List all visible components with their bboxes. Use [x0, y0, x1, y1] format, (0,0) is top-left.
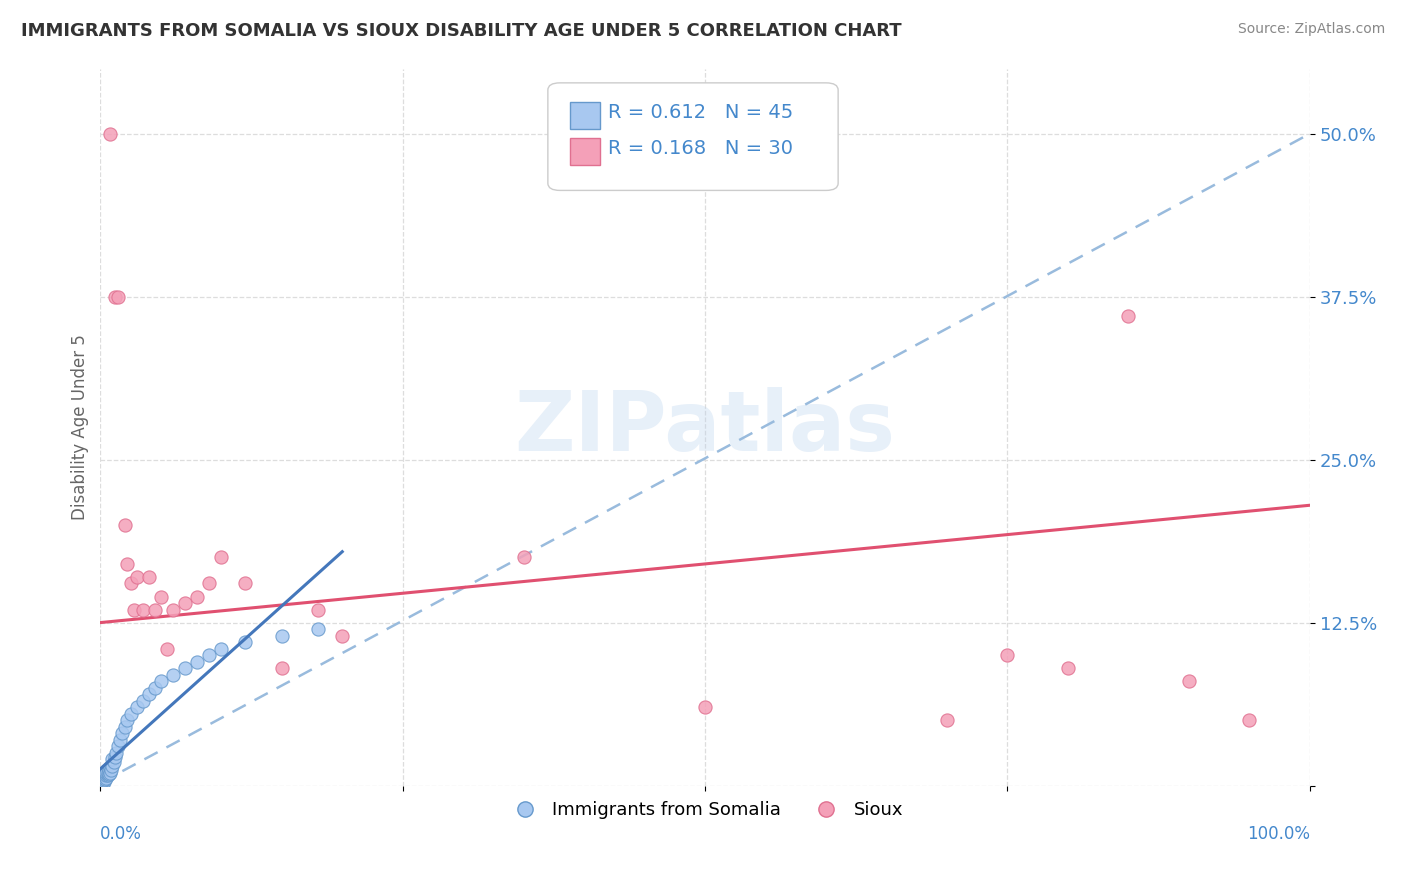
Point [307, 622, 329, 636]
Point [96, 771, 118, 785]
Point [1118, 310, 1140, 324]
Legend: Immigrants from Somalia, Sioux: Immigrants from Somalia, Sioux [501, 794, 910, 827]
Text: IMMIGRANTS FROM SOMALIA VS SIOUX DISABILITY AGE UNDER 5 CORRELATION CHART: IMMIGRANTS FROM SOMALIA VS SIOUX DISABIL… [21, 22, 901, 40]
Point [96, 768, 118, 782]
Point [120, 576, 142, 591]
Point [125, 700, 148, 714]
Point [114, 720, 136, 734]
Point [270, 629, 292, 643]
Point [90, 776, 112, 790]
Point [1057, 661, 1080, 675]
Point [101, 752, 124, 766]
Point [107, 290, 129, 304]
Text: R = 0.168   N = 30: R = 0.168 N = 30 [609, 139, 793, 158]
Point [103, 755, 125, 769]
Text: R = 0.612   N = 45: R = 0.612 N = 45 [609, 103, 793, 122]
Point [143, 681, 166, 695]
Point [330, 629, 353, 643]
Point [131, 694, 153, 708]
Point [114, 517, 136, 532]
Point [96, 765, 118, 780]
Text: Source: ZipAtlas.com: Source: ZipAtlas.com [1237, 22, 1385, 37]
Point [936, 714, 959, 728]
Point [149, 674, 172, 689]
Point [209, 641, 232, 656]
Point [270, 661, 292, 675]
Point [104, 290, 127, 304]
Point [512, 550, 534, 565]
Point [1239, 714, 1261, 728]
Point [198, 648, 221, 663]
Point [1178, 674, 1201, 689]
Point [235, 635, 257, 649]
Point [97, 767, 120, 781]
Point [307, 602, 329, 616]
Point [91, 773, 114, 788]
Point [162, 602, 184, 616]
FancyBboxPatch shape [569, 103, 600, 129]
Point [101, 759, 124, 773]
Point [122, 602, 145, 616]
FancyBboxPatch shape [548, 83, 838, 190]
Point [93, 773, 115, 788]
Point [100, 763, 122, 777]
Point [107, 739, 129, 754]
Point [111, 726, 134, 740]
Text: 100.0%: 100.0% [1247, 825, 1310, 843]
Point [198, 576, 221, 591]
Point [174, 661, 197, 675]
Point [115, 557, 138, 571]
Point [235, 576, 257, 591]
Point [94, 772, 117, 786]
Point [149, 590, 172, 604]
Point [162, 667, 184, 681]
Text: ZIPatlas: ZIPatlas [515, 386, 896, 467]
Point [98, 765, 121, 780]
Point [93, 771, 115, 785]
Point [98, 760, 121, 774]
Y-axis label: Disability Age Under 5: Disability Age Under 5 [72, 334, 89, 520]
Point [138, 570, 160, 584]
Point [94, 768, 117, 782]
Point [693, 700, 716, 714]
Point [143, 602, 166, 616]
Point [125, 570, 148, 584]
Point [174, 596, 197, 610]
Point [97, 763, 120, 777]
Point [97, 765, 120, 780]
Point [94, 769, 117, 783]
Point [186, 590, 208, 604]
Point [104, 750, 127, 764]
Point [91, 774, 114, 789]
Point [115, 714, 138, 728]
Point [997, 648, 1019, 663]
Point [156, 641, 179, 656]
Point [186, 655, 208, 669]
Text: 0.0%: 0.0% [100, 825, 142, 843]
Point [91, 772, 114, 786]
Point [138, 687, 160, 701]
FancyBboxPatch shape [569, 138, 600, 165]
Point [105, 746, 128, 760]
Point [131, 602, 153, 616]
Point [90, 774, 112, 789]
Point [93, 774, 115, 789]
Point [108, 733, 131, 747]
Point [120, 706, 142, 721]
Point [209, 550, 232, 565]
Point [97, 768, 120, 782]
Point [98, 127, 121, 141]
